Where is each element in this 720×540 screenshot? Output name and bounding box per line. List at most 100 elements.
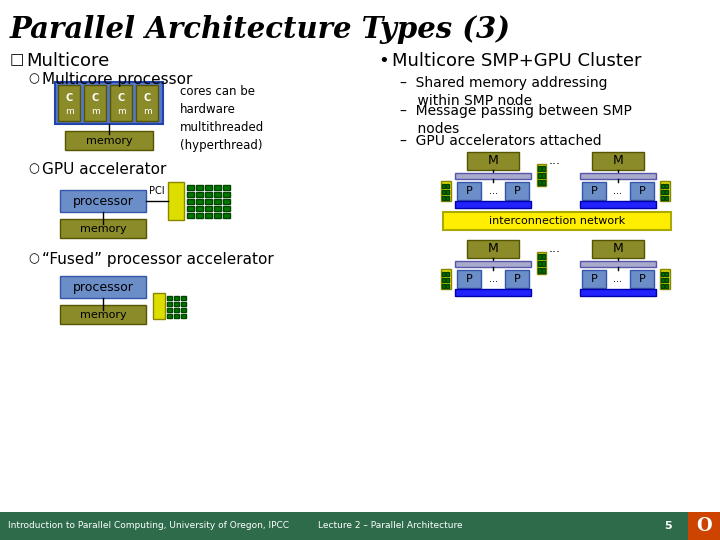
Bar (665, 284, 668, 288)
Text: Multicore: Multicore (26, 52, 109, 70)
Bar (214, 199, 221, 204)
Bar (661, 184, 664, 188)
Text: memory: memory (80, 309, 126, 320)
Bar (457, 182, 481, 200)
Text: P: P (639, 186, 645, 196)
Text: M: M (613, 154, 624, 167)
Bar (196, 192, 203, 197)
Text: PCI: PCI (149, 186, 165, 196)
Bar (665, 278, 668, 282)
Bar (580, 261, 656, 267)
Bar (181, 314, 186, 318)
Bar (660, 269, 670, 289)
Text: “Fused” processor accelerator: “Fused” processor accelerator (42, 252, 274, 267)
Bar (441, 181, 451, 201)
Bar (443, 212, 671, 230)
Bar (538, 173, 541, 178)
Bar (455, 289, 531, 296)
Bar (187, 185, 194, 190)
Bar (467, 240, 519, 258)
Text: –  GPU accelerators attached: – GPU accelerators attached (400, 134, 602, 148)
Bar (205, 206, 212, 211)
Bar (542, 254, 545, 259)
Bar (661, 278, 664, 282)
Bar (457, 270, 481, 288)
Text: ○: ○ (28, 252, 39, 265)
Bar (661, 284, 664, 288)
Bar (592, 152, 644, 170)
Text: m: m (65, 106, 73, 116)
Bar (181, 296, 186, 300)
Bar (110, 85, 132, 121)
Bar (582, 270, 606, 288)
Text: m: m (143, 106, 151, 116)
Bar (205, 185, 212, 190)
Text: ○: ○ (28, 72, 39, 85)
Text: M: M (487, 242, 498, 255)
Bar (446, 278, 449, 282)
Bar (174, 308, 179, 312)
Bar (60, 190, 146, 212)
Text: P: P (513, 186, 521, 196)
Bar (442, 196, 445, 200)
Bar (187, 206, 194, 211)
Bar (455, 261, 531, 267)
Bar (455, 201, 531, 208)
Bar (223, 206, 230, 211)
Bar (661, 196, 664, 200)
Bar (187, 199, 194, 204)
Bar (538, 254, 541, 259)
Bar (455, 173, 531, 179)
Bar (538, 261, 541, 266)
Bar (168, 182, 184, 220)
Text: processor: processor (73, 194, 133, 207)
Bar (0, 512, 720, 540)
Bar (661, 272, 664, 276)
Text: ...: ... (613, 186, 623, 196)
Text: P: P (639, 274, 645, 284)
Text: Parallel Architecture Types (3): Parallel Architecture Types (3) (10, 15, 511, 44)
Bar (661, 190, 664, 194)
Bar (580, 289, 656, 296)
Bar (174, 314, 179, 318)
Bar (214, 213, 221, 218)
Text: ...: ... (549, 242, 561, 255)
Bar (214, 192, 221, 197)
Bar (446, 196, 449, 200)
Bar (84, 85, 106, 121)
Bar (630, 182, 654, 200)
Bar (205, 199, 212, 204)
Bar (60, 276, 146, 298)
Bar (505, 182, 529, 200)
Bar (660, 181, 670, 201)
Bar (205, 192, 212, 197)
Bar (542, 166, 545, 171)
Bar (181, 302, 186, 306)
Bar (665, 196, 668, 200)
Text: P: P (466, 186, 472, 196)
Bar (153, 293, 165, 319)
Text: memory: memory (86, 136, 132, 145)
Bar (167, 314, 172, 318)
Bar (542, 261, 545, 266)
Bar (174, 302, 179, 306)
Bar (688, 512, 720, 540)
Text: m: m (117, 106, 125, 116)
Text: Introduction to Parallel Computing, University of Oregon, IPCC: Introduction to Parallel Computing, Univ… (8, 522, 289, 530)
Bar (55, 82, 163, 124)
Text: ...: ... (549, 154, 561, 167)
Text: ...: ... (613, 274, 623, 284)
Bar (538, 180, 541, 185)
Text: Multicore SMP+GPU Cluster: Multicore SMP+GPU Cluster (392, 52, 642, 70)
Text: M: M (487, 154, 498, 167)
Text: processor: processor (73, 280, 133, 294)
Text: C: C (117, 93, 125, 103)
Bar (665, 272, 668, 276)
Bar (441, 269, 451, 289)
Bar (665, 184, 668, 188)
Bar (538, 166, 541, 171)
Bar (442, 284, 445, 288)
Bar (592, 240, 644, 258)
Bar (205, 213, 212, 218)
Text: interconnection network: interconnection network (489, 216, 625, 226)
